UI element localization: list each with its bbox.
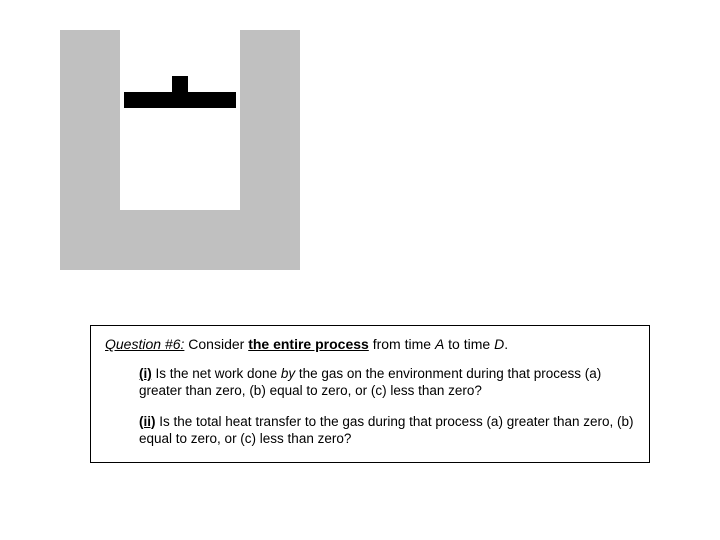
question-header: Question #6: Consider the entire process… (105, 336, 635, 352)
question-header-period: . (504, 336, 508, 352)
time-a: A (435, 336, 444, 352)
part-ii-text: Is the total heat transfer to the gas du… (139, 414, 634, 446)
question-header-text-2: from time (369, 336, 435, 352)
part-ii-label: (ii) (139, 414, 156, 429)
piston-block (172, 76, 188, 92)
part-i-by: by (281, 366, 295, 381)
cylinder-u-shape (60, 30, 300, 270)
part-i-label: (i) (139, 366, 152, 381)
question-part-i: (i) Is the net work done by the gas on t… (139, 366, 635, 400)
question-box: Question #6: Consider the entire process… (90, 325, 650, 463)
question-header-text-3: to time (444, 336, 494, 352)
part-i-pre: Is the net work done (152, 366, 281, 381)
piston (124, 92, 236, 108)
cylinder-cavity (120, 30, 240, 210)
question-emph: the entire process (248, 336, 369, 352)
question-header-text-1: Consider (184, 336, 248, 352)
time-d: D (494, 336, 504, 352)
piston-diagram (60, 30, 300, 270)
question-number: Question #6: (105, 336, 184, 352)
question-part-ii: (ii) Is the total heat transfer to the g… (139, 414, 635, 448)
cylinder-wall-bottom (60, 210, 300, 270)
